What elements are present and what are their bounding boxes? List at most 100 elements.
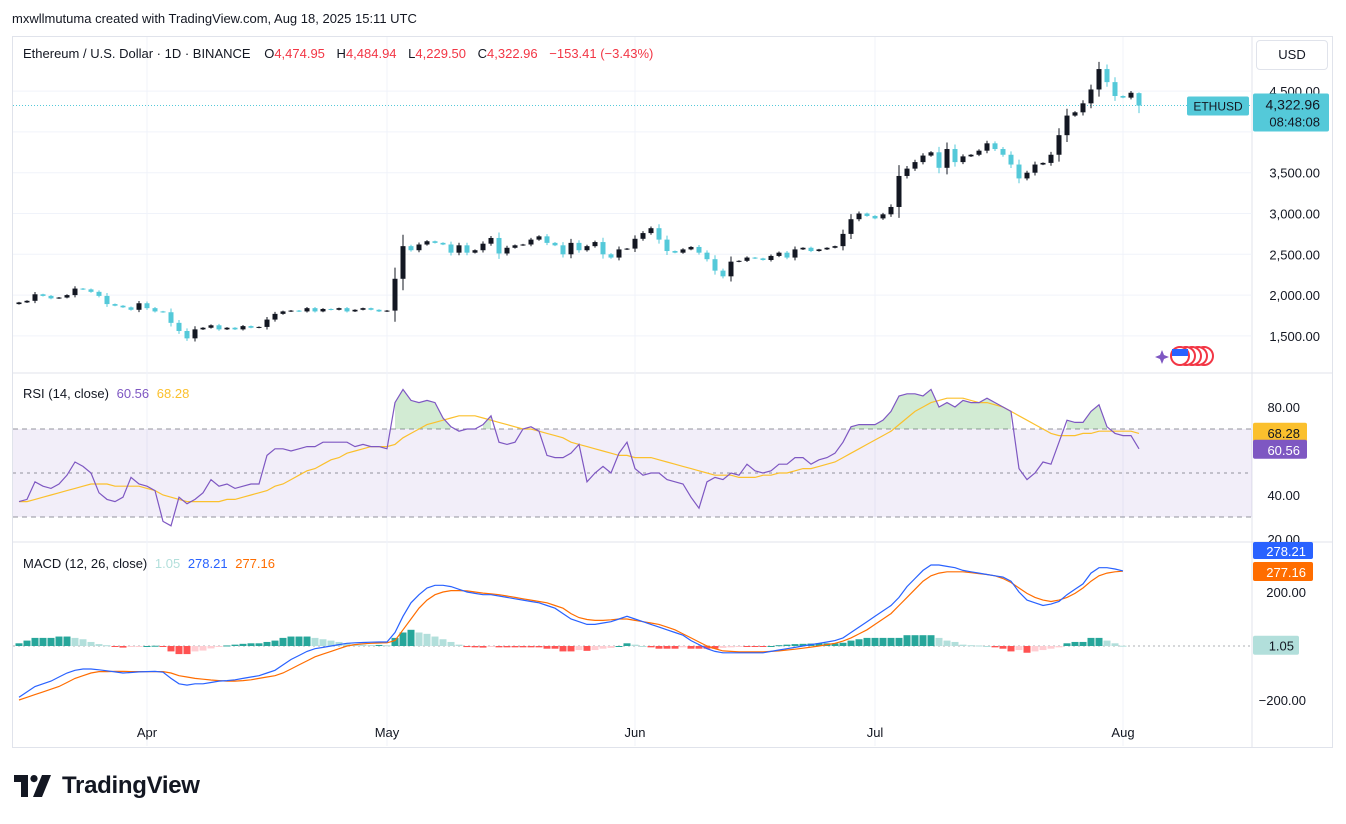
candle-body — [576, 242, 582, 251]
candle-body — [464, 245, 470, 253]
histogram-bar — [175, 646, 183, 655]
histogram-bar — [567, 646, 575, 652]
candle-body — [192, 329, 198, 339]
candle-body — [248, 326, 254, 328]
candle-body — [1088, 89, 1094, 104]
candle-body — [656, 228, 662, 240]
histogram-bar — [223, 645, 231, 647]
histogram-bar — [711, 646, 719, 649]
histogram-bar — [1015, 646, 1023, 651]
candle-body — [592, 242, 598, 247]
histogram-bar — [719, 646, 727, 648]
low-label: L — [408, 46, 416, 61]
histogram-bar — [71, 637, 79, 646]
histogram-bar — [375, 644, 383, 646]
x-axis-tick: Jul — [867, 725, 884, 740]
candle-body — [440, 242, 446, 245]
candle-body — [896, 175, 902, 207]
candles — [16, 61, 1142, 342]
candle-body — [392, 278, 398, 311]
rsi-ma-tag — [1253, 422, 1307, 442]
histogram-bar — [679, 646, 687, 648]
histogram-bar — [743, 646, 751, 647]
histogram-bar — [855, 639, 863, 646]
candle-body — [48, 295, 54, 299]
candle-body — [768, 255, 774, 261]
candle-body — [728, 261, 734, 277]
histogram-bar — [31, 637, 39, 646]
histogram-bar — [439, 639, 447, 646]
macd-histogram — [15, 629, 1127, 655]
candle-body — [208, 325, 214, 328]
candle-body — [648, 228, 654, 234]
histogram-bar — [271, 640, 279, 646]
candle-body — [712, 259, 718, 271]
histogram-bar — [783, 644, 791, 646]
candle-body — [680, 249, 686, 253]
candle-body — [984, 143, 990, 151]
candle-body — [152, 308, 158, 312]
macd-hist-value: 1.05 — [154, 556, 181, 571]
candle-body — [480, 243, 486, 251]
candle-body — [112, 304, 118, 306]
candle-body — [624, 248, 630, 250]
event-flags-icon — [1155, 346, 1214, 366]
candle-body — [240, 326, 246, 330]
rsi-overbought-fill — [851, 389, 1011, 429]
histogram-bar — [991, 646, 999, 648]
candle-body — [512, 245, 518, 248]
candle-body — [720, 270, 726, 277]
rsi-title: RSI (14, close) — [23, 386, 109, 401]
symbol-tag — [1187, 96, 1249, 116]
histogram-bar — [1039, 646, 1047, 651]
histogram-bar — [615, 646, 623, 647]
histogram-bar — [95, 644, 103, 646]
candle-body — [1056, 135, 1062, 155]
histogram-bar — [383, 645, 391, 647]
currency-button[interactable]: USD — [1256, 40, 1328, 70]
candle-body — [80, 288, 86, 290]
candle-body — [256, 326, 262, 328]
candle-body — [448, 244, 454, 253]
candle-body — [88, 289, 94, 292]
candle-body — [704, 252, 710, 260]
candle-body — [104, 295, 110, 305]
tradingview-logo[interactable]: TradingView — [14, 772, 200, 800]
histogram-bar — [23, 640, 31, 646]
candle-body — [824, 247, 830, 250]
histogram-bar — [207, 646, 215, 649]
candle-body — [472, 250, 478, 253]
candle-body — [504, 247, 510, 254]
histogram-bar — [511, 646, 519, 648]
candle-body — [960, 156, 966, 163]
histogram-bar — [519, 646, 527, 648]
candle-body — [688, 246, 694, 250]
candle-body — [1040, 162, 1046, 165]
candle-body — [408, 246, 414, 251]
histogram-bar — [687, 646, 695, 649]
histogram-bar — [527, 646, 535, 648]
rsi-legend: RSI (14, close) 60.56 68.28 — [23, 386, 193, 401]
price-axis-tick: 2,500.00 — [1269, 247, 1320, 262]
candle-body — [232, 327, 238, 330]
candle-body — [168, 312, 174, 323]
candle-body — [560, 245, 566, 255]
candle-body — [160, 311, 166, 313]
tradingview-logo-icon — [14, 775, 51, 797]
candle-body — [1128, 92, 1134, 98]
open-value: 4,474.95 — [274, 46, 325, 61]
candle-body — [416, 244, 422, 251]
histogram-bar — [1055, 646, 1063, 648]
close-label: C — [477, 46, 488, 61]
candle-body — [760, 258, 766, 261]
candle-body — [320, 308, 326, 312]
histogram-bar — [327, 640, 335, 646]
candle-body — [528, 239, 534, 245]
macd-tag — [1253, 542, 1313, 559]
histogram-bar — [975, 645, 983, 647]
histogram-bar — [655, 646, 663, 649]
candle-body — [1024, 172, 1030, 179]
candle-body — [816, 249, 822, 252]
histogram-bar — [191, 646, 199, 652]
